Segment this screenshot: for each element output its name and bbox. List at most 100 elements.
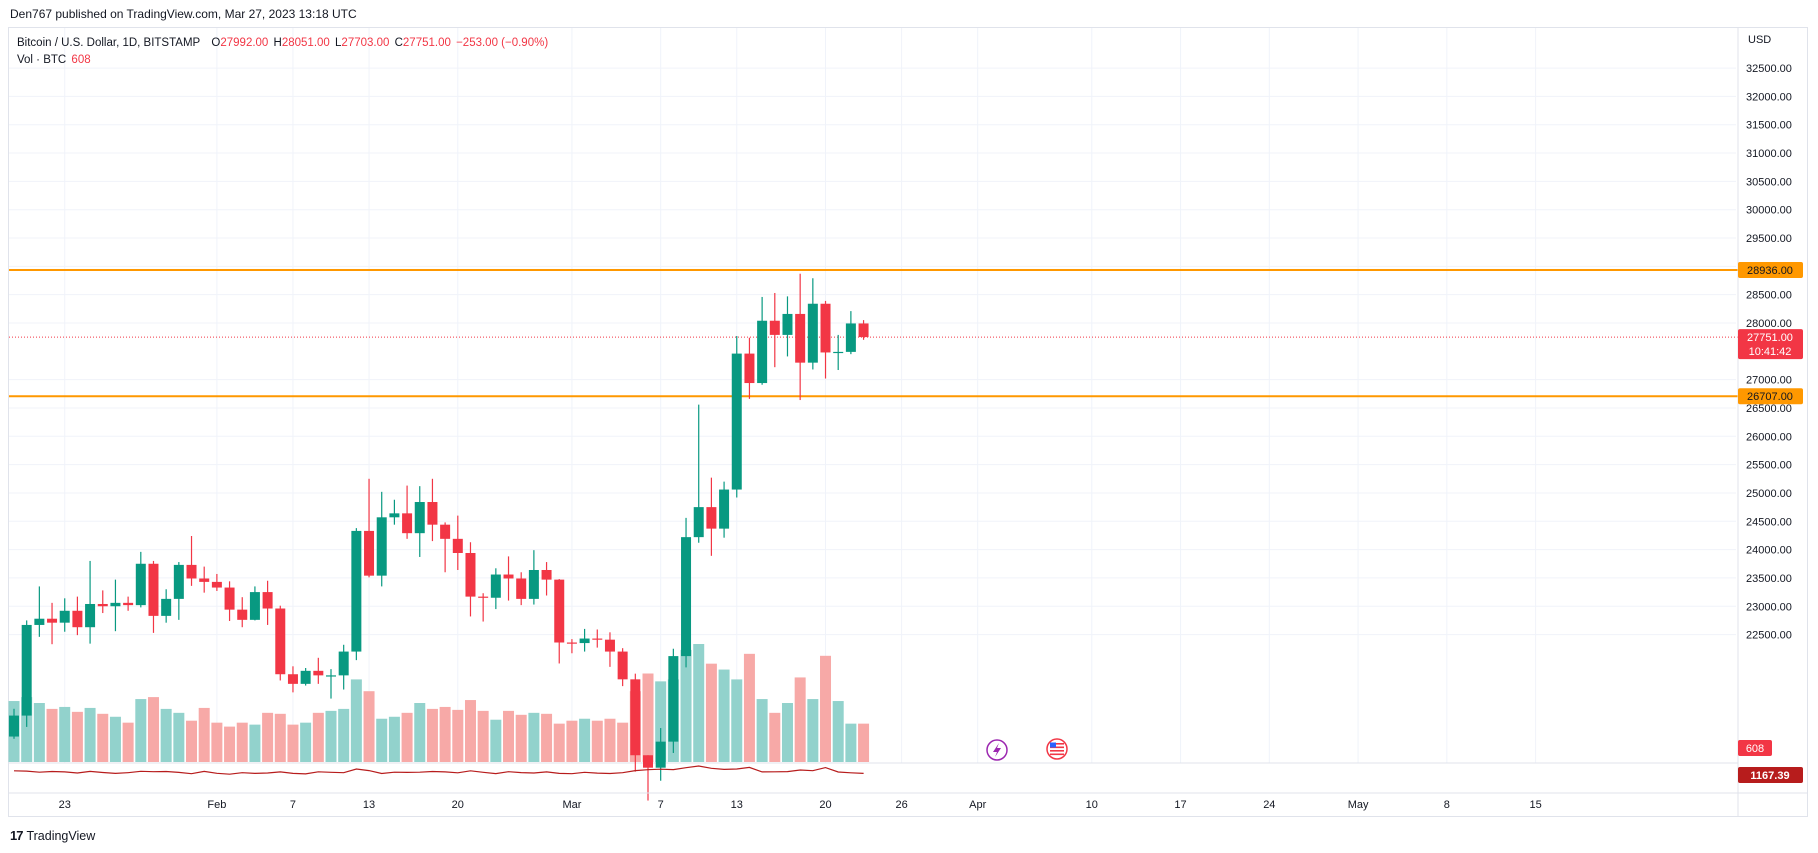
chart-legend: Bitcoin / U.S. Dollar, 1D, BITSTAMP O279… [17,35,550,69]
candle-body [135,563,146,606]
countdown-label: 10:41:42 [1749,346,1792,358]
volume-bar [439,706,451,762]
candle-body [833,351,844,354]
volume-bar [769,712,781,762]
candle-body [630,679,641,756]
candle-body [389,513,400,518]
volume-bar [541,713,553,762]
candle-body [85,603,96,628]
legend-open: 27992.00 [220,37,269,49]
volume-bar [147,697,159,762]
x-tick-label: 15 [1529,799,1541,811]
legend-symbol[interactable]: Bitcoin / U.S. Dollar, 1D, BITSTAMP [17,37,201,49]
x-tick-label: 26 [895,799,907,811]
x-tick-label: 13 [731,799,743,811]
event-icons [986,738,1068,761]
us-flag-icon [1046,738,1068,760]
volume-bar [198,707,210,762]
candle-body [47,618,58,623]
candle-body [807,303,818,363]
level-tag [1738,388,1803,405]
candle-body [668,656,679,742]
last-price-label: 27751.00 [1747,332,1793,344]
x-tick-label: 7 [290,799,296,811]
candle-body [566,642,577,644]
candle-body [693,507,704,538]
us-flag-icon-stripe [1050,743,1064,745]
candle-body [478,596,489,598]
volume-bar [211,722,223,762]
candle-body [528,569,539,599]
volume-bar [426,708,438,762]
y-tick-label: 32000.00 [1746,91,1792,103]
candle-body [820,303,831,353]
volume-bar [832,701,844,762]
candle-body [782,313,793,335]
volume-bar [274,713,286,762]
volume-bar [287,724,299,762]
volume-bar [224,726,236,762]
volume-tag [1738,740,1772,756]
volume-bar [376,718,388,762]
volume-bar [122,722,134,762]
volume-bar [363,691,375,762]
level-tag-label: 28936.00 [1747,265,1793,277]
volume-bar [338,708,350,762]
x-tick-label: 23 [59,799,71,811]
candle-body [731,353,742,490]
volume-bar [325,710,337,762]
lightning-icon [986,739,1008,761]
indicator-tag [1738,767,1803,783]
indicator-line [13,765,864,775]
candle-body [516,578,527,599]
volume-bar [820,655,832,762]
candle-body [681,537,692,657]
volume-bar [173,712,185,762]
volume-bar [566,720,578,762]
volume-bar [109,716,121,762]
x-tick-label: 20 [819,799,831,811]
y-tick-label: 24000.00 [1746,545,1792,557]
volume-bar [503,710,515,762]
y-tick-label: 25500.00 [1746,460,1792,472]
volume-bar [236,722,248,762]
volume-bar [350,679,362,762]
footer-brand[interactable]: 17 TradingView [10,828,95,843]
candle-body [440,524,451,539]
candle-body [97,603,108,607]
y-tick-label: 25000.00 [1746,488,1792,500]
y-tick-label: 24500.00 [1746,516,1792,528]
horizontal-levels [9,268,1738,398]
candle-body [402,513,413,534]
volume-bar [262,712,274,762]
candle-body [338,651,349,676]
volume-bar [642,673,654,762]
legend-volume-label[interactable]: Vol · BTC [17,54,67,66]
volume-bars [8,644,870,762]
us-flag-icon-stripe [1050,750,1064,752]
candle-body [579,638,590,644]
candle-body [300,670,311,684]
volume-bar [604,718,616,762]
candle-body [186,564,197,579]
candle-body [237,609,248,620]
candle-body [364,530,375,576]
candles [9,273,869,801]
us-flag-icon-stripe [1050,746,1064,749]
volume-bar [312,712,324,762]
candle-body [249,592,260,620]
candle-body [643,755,653,768]
volume-bar [452,709,464,762]
tradingview-logo-icon: 17 [10,828,24,843]
volume-bar [84,707,96,762]
volume-bar [300,722,312,762]
candle-body [110,602,121,607]
x-tick-label: 8 [1444,799,1450,811]
chart-frame[interactable] [8,27,1808,817]
lightning-icon-bolt [993,743,1001,757]
brand-name: TradingView [26,828,96,843]
volume-bar [781,703,793,762]
candle-body [21,624,32,716]
legend-low-label: L [335,37,342,49]
